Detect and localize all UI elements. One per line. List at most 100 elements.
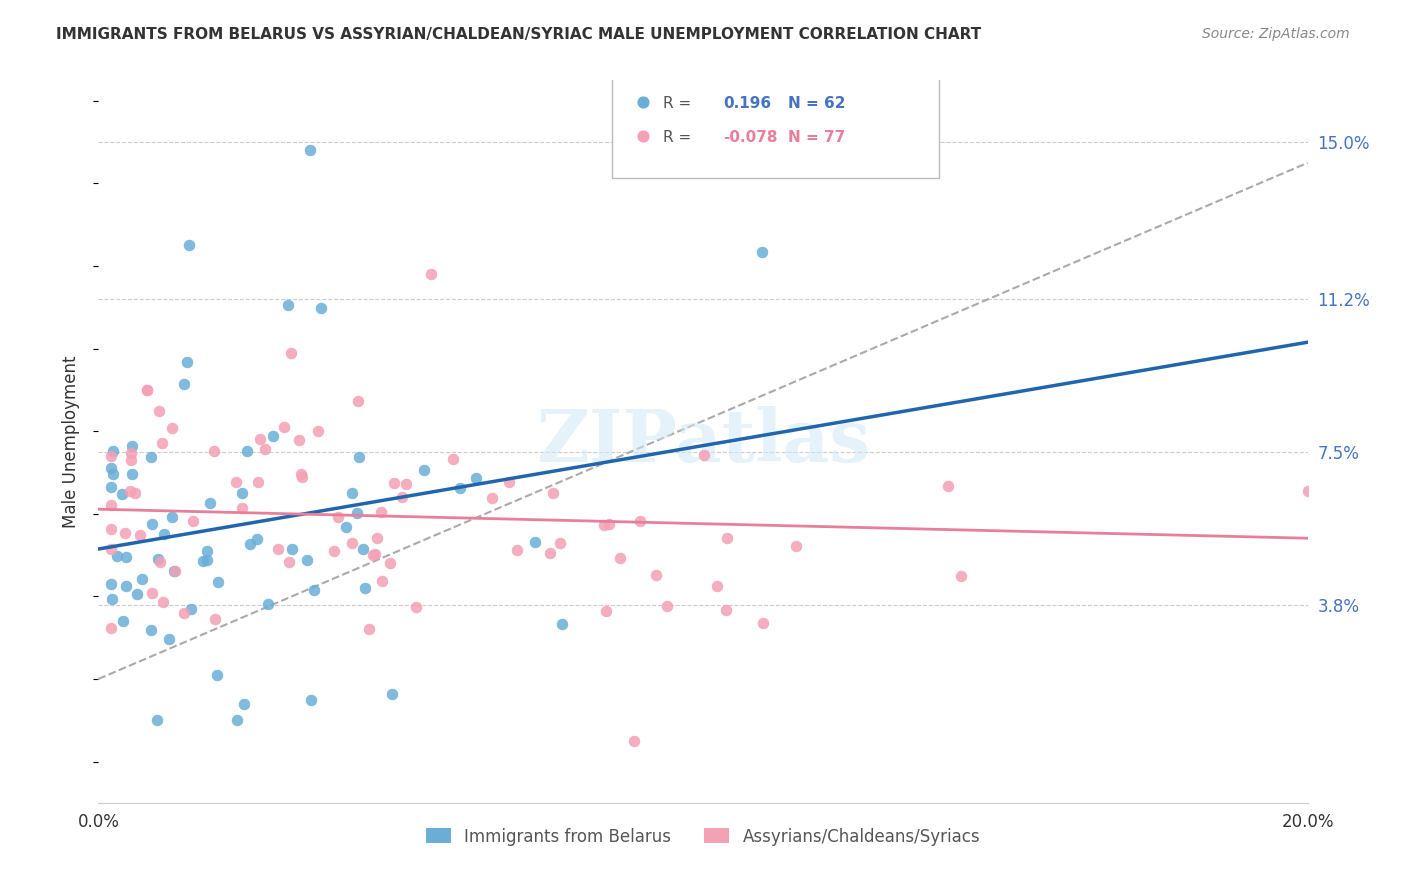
Point xyxy=(183,514,205,528)
Point xyxy=(114,579,136,593)
Point xyxy=(121,452,143,467)
Point xyxy=(179,238,201,252)
Point xyxy=(100,498,122,512)
Point xyxy=(100,480,122,494)
Text: ZIPatlas: ZIPatlas xyxy=(536,406,870,477)
Point xyxy=(100,541,122,556)
Point xyxy=(253,442,276,456)
Text: N = 77: N = 77 xyxy=(787,130,845,145)
Point xyxy=(100,461,122,475)
Point xyxy=(359,623,381,637)
Point xyxy=(165,564,187,578)
Point xyxy=(354,582,377,596)
Point xyxy=(100,621,122,635)
Point xyxy=(135,383,157,397)
Point xyxy=(716,531,738,545)
Point xyxy=(236,444,259,458)
Point xyxy=(145,713,167,727)
Point xyxy=(346,506,368,520)
Point xyxy=(380,556,402,570)
Point xyxy=(273,419,295,434)
Point xyxy=(195,543,218,558)
Point xyxy=(335,520,357,534)
Text: R =: R = xyxy=(664,130,692,145)
Point xyxy=(202,444,225,458)
Point xyxy=(141,517,163,532)
Point xyxy=(176,355,198,369)
Point xyxy=(465,470,488,484)
Point xyxy=(371,574,394,589)
Point xyxy=(100,522,122,536)
Point xyxy=(405,600,427,615)
Point xyxy=(267,542,290,557)
Point xyxy=(281,541,304,556)
Point xyxy=(751,245,773,260)
Point xyxy=(609,551,631,566)
Point xyxy=(592,518,614,533)
Point xyxy=(124,486,146,500)
Point xyxy=(163,564,186,578)
Point xyxy=(391,491,413,505)
Point xyxy=(225,475,247,490)
Point xyxy=(135,383,157,397)
Point xyxy=(141,624,163,638)
Point xyxy=(347,450,370,464)
Y-axis label: Male Unemployment: Male Unemployment xyxy=(62,355,80,528)
Point xyxy=(231,500,253,515)
Point xyxy=(752,615,775,630)
Point xyxy=(551,617,574,632)
Point xyxy=(523,534,546,549)
Point xyxy=(121,467,143,481)
Point xyxy=(247,475,270,490)
Point xyxy=(173,606,195,620)
Point xyxy=(226,713,249,727)
Point xyxy=(173,376,195,391)
Point xyxy=(149,555,172,569)
Legend: Immigrants from Belarus, Assyrians/Chaldeans/Syriacs: Immigrants from Belarus, Assyrians/Chald… xyxy=(419,821,987,852)
Point xyxy=(623,734,645,748)
Point xyxy=(146,551,169,566)
Point xyxy=(100,449,122,463)
Point xyxy=(548,536,571,550)
Point xyxy=(364,547,387,561)
Point xyxy=(288,433,311,447)
Point xyxy=(239,537,262,551)
Point xyxy=(785,539,807,553)
Point xyxy=(198,496,221,510)
Point xyxy=(352,541,374,556)
Point xyxy=(128,528,150,542)
Point xyxy=(118,484,141,499)
Point xyxy=(191,554,214,568)
Point xyxy=(148,404,170,418)
Point xyxy=(103,467,125,482)
Point xyxy=(541,485,564,500)
Point xyxy=(277,298,299,312)
Point xyxy=(1296,484,1319,499)
Point xyxy=(297,553,319,567)
Text: 0.196: 0.196 xyxy=(724,96,772,111)
Point xyxy=(595,604,617,618)
Point xyxy=(207,574,229,589)
Point xyxy=(153,527,176,541)
Point xyxy=(291,470,314,484)
Point xyxy=(413,463,436,477)
Point xyxy=(204,612,226,626)
Point xyxy=(950,568,973,582)
Point xyxy=(205,668,228,682)
Point xyxy=(257,598,280,612)
Point xyxy=(141,586,163,600)
Point xyxy=(160,421,183,435)
Point xyxy=(693,448,716,462)
Point xyxy=(366,531,388,545)
Point xyxy=(449,482,471,496)
Text: -0.078: -0.078 xyxy=(724,130,778,145)
Point xyxy=(714,603,737,617)
Point xyxy=(655,599,678,613)
Point xyxy=(152,594,174,608)
Point xyxy=(361,548,384,562)
Point xyxy=(277,555,299,569)
Point xyxy=(114,526,136,541)
Text: R =: R = xyxy=(664,96,692,111)
Point xyxy=(232,697,254,711)
Point xyxy=(645,567,668,582)
